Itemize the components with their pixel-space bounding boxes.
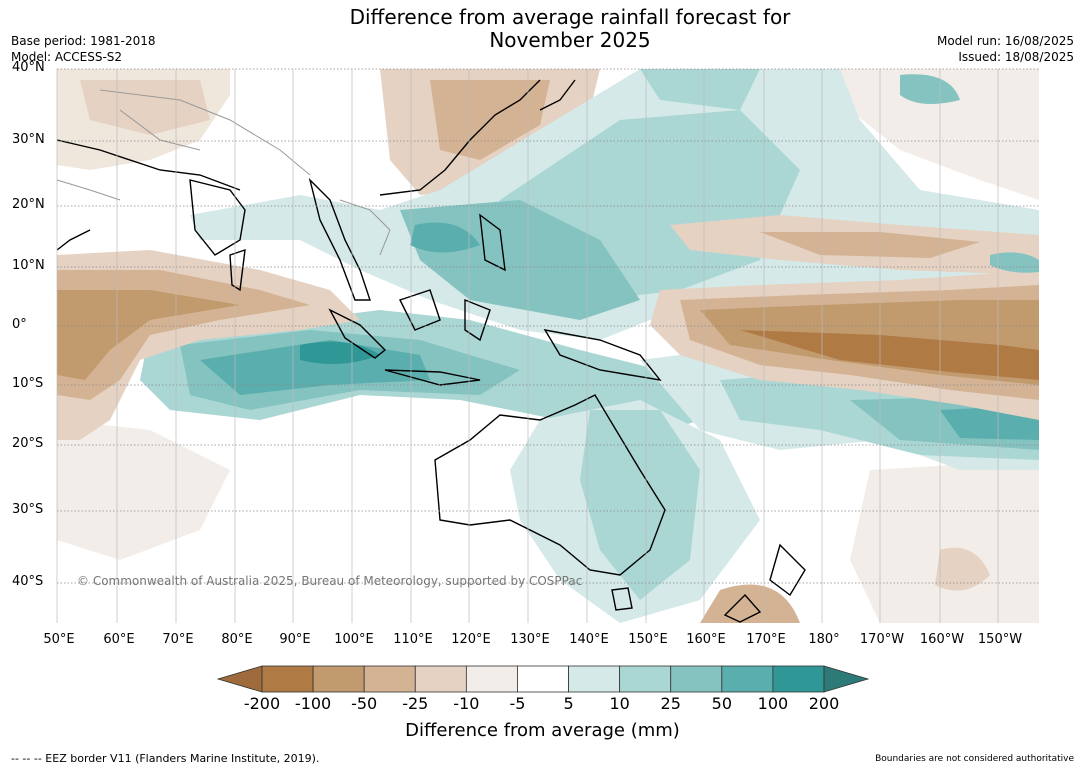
longitude-label: 80°E bbox=[221, 632, 253, 647]
meta-left: Base period: 1981-2018 Model: ACCESS-S2 bbox=[11, 33, 156, 65]
copyright-text: © Commonwealth of Australia 2025, Bureau… bbox=[77, 574, 583, 588]
colorbar-tick-label: 100 bbox=[757, 694, 789, 713]
colorbar-swatch bbox=[465, 665, 518, 693]
colorbar-tick-label: -100 bbox=[294, 694, 332, 713]
model-run: Model run: 16/08/2025 bbox=[936, 34, 1074, 48]
longitude-label: 140°E bbox=[569, 632, 609, 647]
base-period: Base period: 1981-2018 bbox=[11, 34, 156, 48]
longitude-label: 70°E bbox=[162, 632, 194, 647]
longitude-label: 60°E bbox=[103, 632, 135, 647]
longitude-label: 160°W bbox=[919, 632, 965, 647]
colorbar-tick-label: 25 bbox=[660, 694, 681, 713]
latitude-label: 20°S bbox=[12, 436, 44, 451]
latitude-label: 40°N bbox=[12, 60, 45, 75]
colorbar-low-arrow bbox=[216, 665, 263, 693]
colorbar-swatch bbox=[363, 665, 416, 693]
colorbar-tick-label: 5 bbox=[563, 694, 574, 713]
country-borders bbox=[56, 89, 391, 256]
colorbar-high-arrow bbox=[823, 665, 870, 693]
latitude-label: 20°N bbox=[12, 197, 45, 212]
colorbar-tick-label: 200 bbox=[808, 694, 840, 713]
longitude-label: 130°E bbox=[510, 632, 550, 647]
colorbar-swatch bbox=[619, 665, 672, 693]
colorbar-swatch bbox=[312, 665, 365, 693]
colorbar-tick-label: -5 bbox=[509, 694, 526, 713]
coastlines bbox=[56, 79, 806, 623]
graticule bbox=[56, 68, 1039, 623]
colorbar-title: Difference from average (mm) bbox=[405, 720, 680, 741]
eez-footnote: -- -- -- EEZ border V11 (Flanders Marine… bbox=[11, 752, 320, 765]
colorbar-swatch bbox=[721, 665, 774, 693]
longitude-label: 50°E bbox=[43, 632, 75, 647]
map-title: Difference from average rainfall forecas… bbox=[270, 6, 870, 52]
longitude-label: 160°E bbox=[686, 632, 726, 647]
longitude-label: 100°E bbox=[334, 632, 374, 647]
title-line-1: Difference from average rainfall forecas… bbox=[349, 5, 791, 29]
latitude-label: 30°S bbox=[12, 502, 44, 517]
issued-date: Issued: 18/08/2025 bbox=[958, 50, 1074, 64]
meta-right: Model run: 16/08/2025 Issued: 18/08/2025 bbox=[937, 33, 1074, 65]
longitude-label: 90°E bbox=[279, 632, 311, 647]
colorbar-tick-label: -25 bbox=[402, 694, 429, 713]
colorbar-swatch bbox=[568, 665, 621, 693]
colorbar-tick-label: -50 bbox=[351, 694, 378, 713]
latitude-label: 0° bbox=[12, 317, 27, 332]
colorbar-tick-label: 50 bbox=[711, 694, 732, 713]
longitude-label: 150°W bbox=[977, 632, 1023, 647]
colorbar-swatch bbox=[261, 665, 314, 693]
longitude-label: 120°E bbox=[451, 632, 491, 647]
colorbar-swatch bbox=[772, 665, 825, 693]
boundaries-note: Boundaries are not considered authoritat… bbox=[875, 754, 1074, 764]
colorbar-tick-label: -200 bbox=[243, 694, 281, 713]
colorbar bbox=[216, 665, 870, 693]
longitude-label: 180° bbox=[808, 632, 840, 647]
longitude-label: 170°E bbox=[746, 632, 786, 647]
longitude-label: 150°E bbox=[628, 632, 668, 647]
colorbar-tick-label: 10 bbox=[609, 694, 630, 713]
colorbar-swatch bbox=[414, 665, 467, 693]
latitude-label: 10°N bbox=[12, 258, 45, 273]
latitude-label: 10°S bbox=[12, 376, 44, 391]
latitude-label: 30°N bbox=[12, 132, 45, 147]
longitude-label: 110°E bbox=[393, 632, 433, 647]
colorbar-tick-label: -10 bbox=[453, 694, 480, 713]
colorbar-swatch bbox=[670, 665, 723, 693]
colorbar-swatch bbox=[517, 665, 569, 693]
latitude-label: 40°S bbox=[12, 574, 44, 589]
anomaly-field bbox=[57, 69, 1039, 623]
model-name: Model: ACCESS-S2 bbox=[11, 50, 123, 64]
title-line-2: November 2025 bbox=[489, 28, 651, 52]
longitude-label: 170°W bbox=[859, 632, 905, 647]
